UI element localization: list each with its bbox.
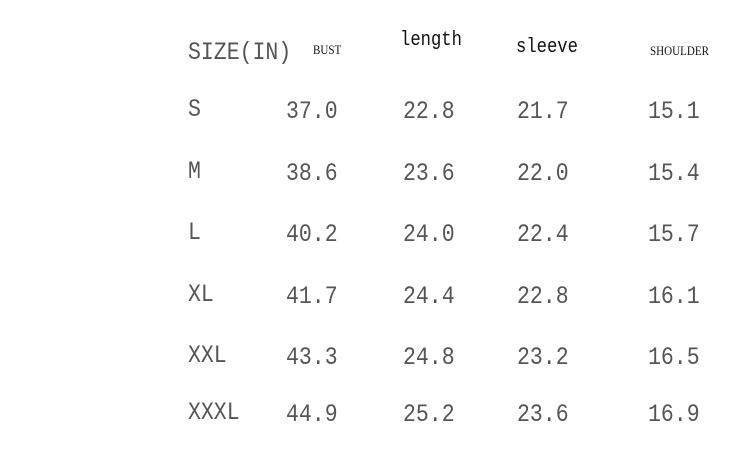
- header-length: length: [400, 29, 462, 52]
- cell-sleeve: 22.0: [517, 159, 569, 188]
- cell-length: 24.0: [403, 220, 455, 249]
- cell-bust: 37.0: [286, 97, 338, 126]
- cell-sleeve: 22.8: [517, 282, 569, 311]
- cell-sleeve: 23.2: [517, 343, 569, 372]
- cell-bust: 44.9: [286, 400, 338, 429]
- cell-size: XXXL: [188, 398, 240, 427]
- cell-shoulder: 16.1: [648, 282, 700, 311]
- cell-length: 24.4: [403, 282, 455, 311]
- header-size: SIZE(IN): [188, 38, 292, 67]
- cell-length: 22.8: [403, 97, 455, 126]
- cell-size: XL: [188, 280, 214, 309]
- cell-bust: 43.3: [286, 343, 338, 372]
- cell-shoulder: 15.4: [648, 159, 700, 188]
- cell-size: S: [188, 95, 201, 124]
- header-bust: BUST: [313, 42, 342, 57]
- cell-sleeve: 22.4: [517, 220, 569, 249]
- header-sleeve: sleeve: [516, 36, 578, 59]
- cell-sleeve: 23.6: [517, 400, 569, 429]
- cell-size: L: [188, 218, 201, 247]
- cell-sleeve: 21.7: [517, 97, 569, 126]
- header-shoulder: SHOULDER: [650, 43, 709, 58]
- cell-length: 25.2: [403, 400, 455, 429]
- cell-shoulder: 15.7: [648, 220, 700, 249]
- cell-size: M: [188, 157, 201, 186]
- cell-bust: 40.2: [286, 220, 338, 249]
- cell-size: XXL: [188, 341, 227, 370]
- cell-length: 24.8: [403, 343, 455, 372]
- cell-shoulder: 16.5: [648, 343, 700, 372]
- cell-bust: 41.7: [286, 282, 338, 311]
- cell-shoulder: 15.1: [648, 97, 700, 126]
- cell-bust: 38.6: [286, 159, 338, 188]
- cell-shoulder: 16.9: [648, 400, 700, 429]
- cell-length: 23.6: [403, 159, 455, 188]
